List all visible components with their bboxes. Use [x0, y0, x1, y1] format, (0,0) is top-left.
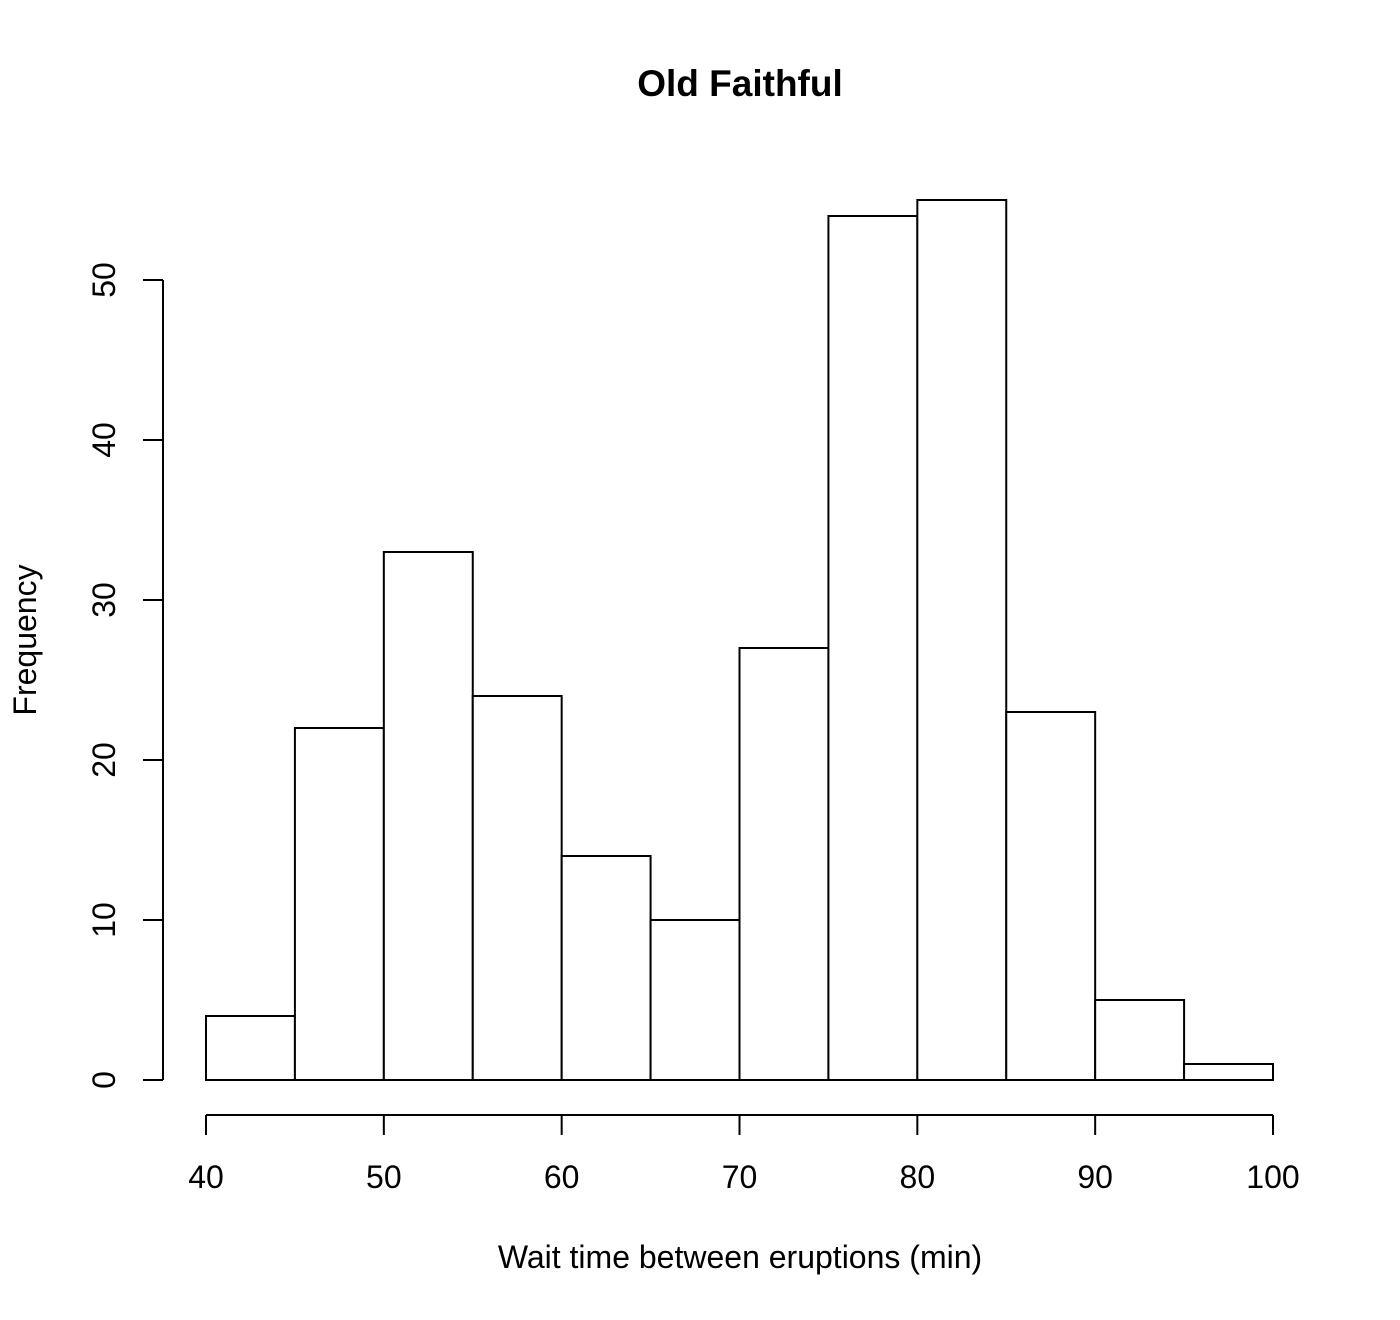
x-tick-label: 60: [544, 1159, 580, 1195]
x-tick-label: 70: [722, 1159, 758, 1195]
x-tick-label: 40: [188, 1159, 224, 1195]
histogram-bar-50-55: [382, 551, 474, 1081]
y-axis-label: Frequency: [7, 564, 43, 715]
x-tick-label: 90: [1077, 1159, 1113, 1195]
chart-title: Old Faithful: [637, 63, 843, 104]
histogram-bar-85-90: [1005, 711, 1097, 1081]
histogram-bar-70-75: [738, 647, 830, 1081]
x-tick-label: 100: [1246, 1159, 1299, 1195]
histogram-bar-65-70: [649, 919, 741, 1081]
histogram-bar-40-45: [205, 1015, 296, 1081]
y-tick-label: 20: [86, 742, 122, 778]
histogram-bar-55-60: [471, 695, 563, 1081]
x-axis: 40 50 60 70 80 90 100: [188, 1114, 1300, 1195]
histogram-bar-90-95: [1094, 999, 1186, 1081]
y-tick-label: 0: [86, 1071, 122, 1089]
bars-group: [205, 199, 1275, 1081]
histogram-bar-60-65: [560, 855, 652, 1081]
histogram-bar-95-100: [1183, 1063, 1275, 1081]
x-tick-label: 50: [366, 1159, 402, 1195]
histogram-bar-75-80: [827, 215, 919, 1081]
histogram-bar-80-85: [916, 199, 1008, 1081]
x-axis-label: Wait time between eruptions (min): [498, 1239, 982, 1275]
y-tick-label: 30: [86, 582, 122, 618]
y-axis: 0 10 20 30 40 50: [86, 262, 164, 1089]
y-tick-label: 50: [86, 262, 122, 298]
y-tick-label: 40: [86, 422, 122, 458]
x-tick-label: 80: [900, 1159, 936, 1195]
histogram-bar-45-50: [293, 727, 385, 1081]
y-tick-label: 10: [86, 902, 122, 938]
